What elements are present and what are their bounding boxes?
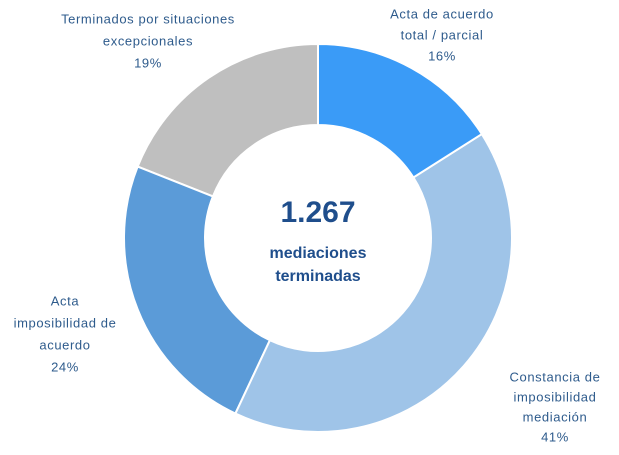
slice-label: excepcionales bbox=[103, 33, 193, 48]
donut-segment bbox=[234, 132, 513, 433]
donut-segment bbox=[123, 165, 272, 415]
center-value: 1.267 bbox=[280, 196, 355, 229]
center-text: terminadas bbox=[275, 268, 360, 285]
slice-label: acuerdo bbox=[39, 337, 90, 352]
value-label: 24% bbox=[51, 359, 79, 374]
donut-segment bbox=[136, 42, 319, 198]
slice-label: imposibilidad bbox=[514, 389, 597, 404]
value-label: 16% bbox=[428, 48, 456, 63]
slice-label: imposibilidad de bbox=[14, 315, 117, 330]
slice-label: Acta bbox=[51, 293, 80, 308]
slice-label: mediación bbox=[523, 409, 588, 424]
value-label: 41% bbox=[541, 429, 569, 444]
slice-label: Constancia de bbox=[510, 369, 601, 384]
slice-label: total / parcial bbox=[401, 27, 484, 42]
center-text: mediaciones bbox=[270, 245, 367, 262]
slice-label: Acta de acuerdo bbox=[390, 6, 494, 21]
slice-label: Terminados por situaciones bbox=[61, 11, 235, 26]
value-label: 19% bbox=[134, 55, 162, 70]
donut-segment bbox=[317, 42, 484, 179]
